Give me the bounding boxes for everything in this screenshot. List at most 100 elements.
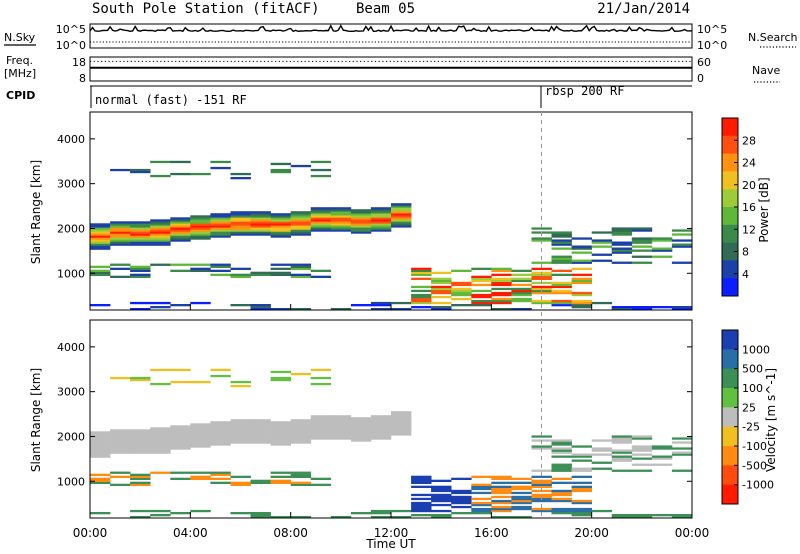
- power-cell: [671, 233, 693, 236]
- power-cell: [130, 241, 151, 244]
- velocity-cell: [551, 463, 572, 466]
- power-colorbar-tick-label: 16: [742, 201, 756, 214]
- power-cell: [150, 160, 171, 164]
- velocity-cell: [431, 503, 452, 507]
- velocity-cell: [591, 439, 613, 442]
- power-cell: [250, 219, 271, 222]
- power-cell: [511, 269, 532, 272]
- velocity-cell: [411, 514, 432, 517]
- power-ylabel: Slant Range [km]: [29, 160, 43, 264]
- velocity-cell: [551, 441, 572, 444]
- power-cell: [611, 241, 633, 244]
- velocity-cell: [571, 512, 592, 515]
- power-cell: [170, 237, 191, 240]
- velocity-cell: [290, 435, 312, 438]
- velocity-cell: [551, 509, 572, 513]
- velocity-cell: [571, 453, 592, 456]
- power-cell: [210, 235, 231, 238]
- velocity-cell: [551, 481, 572, 484]
- power-cell: [250, 225, 271, 228]
- velocity-cell: [651, 514, 673, 517]
- velocity-ytick-label: 2000: [57, 430, 85, 443]
- power-cell: [250, 273, 271, 276]
- power-cell: [511, 273, 532, 276]
- velocity-cell: [270, 378, 291, 382]
- power-cell: [571, 273, 592, 276]
- power-cell: [651, 255, 673, 258]
- power-cell: [531, 261, 552, 264]
- power-cell: [591, 241, 613, 244]
- velocity-cell: [270, 481, 291, 484]
- velocity-cell: [310, 437, 332, 440]
- power-cell: [290, 267, 312, 270]
- velocity-cell: [370, 435, 392, 438]
- power-cell: [90, 271, 111, 274]
- velocity-cell: [571, 445, 592, 448]
- power-cell: [130, 301, 151, 305]
- velocity-cell: [370, 425, 392, 428]
- velocity-cell: [310, 368, 332, 372]
- power-cell: [270, 219, 291, 222]
- velocity-cell: [671, 453, 693, 456]
- velocity-cell: [571, 499, 592, 503]
- velocity-cell: [571, 467, 592, 470]
- velocity-cell: [350, 427, 372, 430]
- station-title: South Pole Station (fitACF): [92, 1, 320, 17]
- power-cell: [290, 221, 312, 224]
- power-cell: [330, 225, 352, 228]
- velocity-cell: [511, 491, 532, 495]
- power-colorbar-swatch: [722, 260, 738, 279]
- power-cell: [370, 223, 392, 226]
- power-cell: [491, 267, 512, 270]
- power-cell: [130, 229, 151, 232]
- power-cell: [190, 225, 211, 228]
- power-cell: [631, 255, 653, 258]
- velocity-cell: [130, 435, 151, 438]
- velocity-cell: [651, 445, 673, 448]
- power-cell: [631, 249, 653, 252]
- velocity-cell: [190, 380, 211, 384]
- power-cell: [270, 231, 291, 234]
- velocity-cell: [270, 433, 291, 436]
- power-cell: [411, 273, 432, 276]
- velocity-cell: [130, 443, 151, 446]
- velocity-cell: [90, 437, 111, 440]
- velocity-cell: [250, 439, 271, 442]
- power-cell: [210, 225, 231, 228]
- velocity-colorbar-swatch: [722, 426, 738, 447]
- power-cell: [210, 273, 231, 276]
- power-cell: [471, 293, 492, 297]
- power-cell: [110, 227, 131, 230]
- power-cell: [230, 227, 251, 230]
- velocity-cell: [150, 382, 171, 386]
- velocity-cell: [330, 435, 352, 438]
- power-cell: [250, 306, 271, 309]
- power-cell: [130, 237, 151, 240]
- power-cell: [350, 213, 372, 216]
- power-cell: [270, 223, 291, 226]
- velocity-cell: [170, 437, 191, 440]
- power-cell: [250, 304, 271, 307]
- power-cell: [170, 263, 191, 266]
- velocity-cell: [391, 433, 412, 436]
- power-cell: [451, 291, 472, 295]
- power-ytick-label: 3000: [57, 178, 85, 191]
- power-cell: [150, 225, 171, 228]
- velocity-cell: [270, 479, 291, 482]
- velocity-cell: [631, 453, 653, 456]
- velocity-cell: [210, 427, 231, 430]
- velocity-cell: [230, 431, 251, 434]
- frequency-panel: Freq. [MHz] 18 8 60 0 Nave: [4, 54, 780, 85]
- velocity-colorbar-tick-label: 100: [742, 382, 763, 395]
- power-cell: [290, 265, 312, 268]
- power-cell: [391, 209, 412, 212]
- power-cell: [491, 293, 512, 297]
- velocity-cell: [290, 473, 312, 476]
- velocity-cell: [130, 378, 151, 382]
- nsky-label: N.Sky: [4, 31, 36, 44]
- power-cell: [591, 253, 613, 256]
- nave-label: Nave: [752, 64, 780, 77]
- velocity-cell: [210, 471, 231, 474]
- velocity-cell: [511, 481, 532, 484]
- power-colorbar-swatch: [722, 207, 738, 226]
